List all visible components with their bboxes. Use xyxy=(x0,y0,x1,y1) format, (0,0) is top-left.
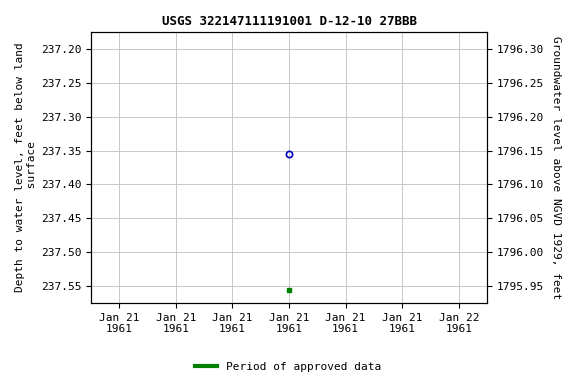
Y-axis label: Groundwater level above NGVD 1929, feet: Groundwater level above NGVD 1929, feet xyxy=(551,36,561,299)
Y-axis label: Depth to water level, feet below land
 surface: Depth to water level, feet below land su… xyxy=(15,43,37,292)
Title: USGS 322147111191001 D-12-10 27BBB: USGS 322147111191001 D-12-10 27BBB xyxy=(161,15,416,28)
Legend: Period of approved data: Period of approved data xyxy=(191,358,385,377)
